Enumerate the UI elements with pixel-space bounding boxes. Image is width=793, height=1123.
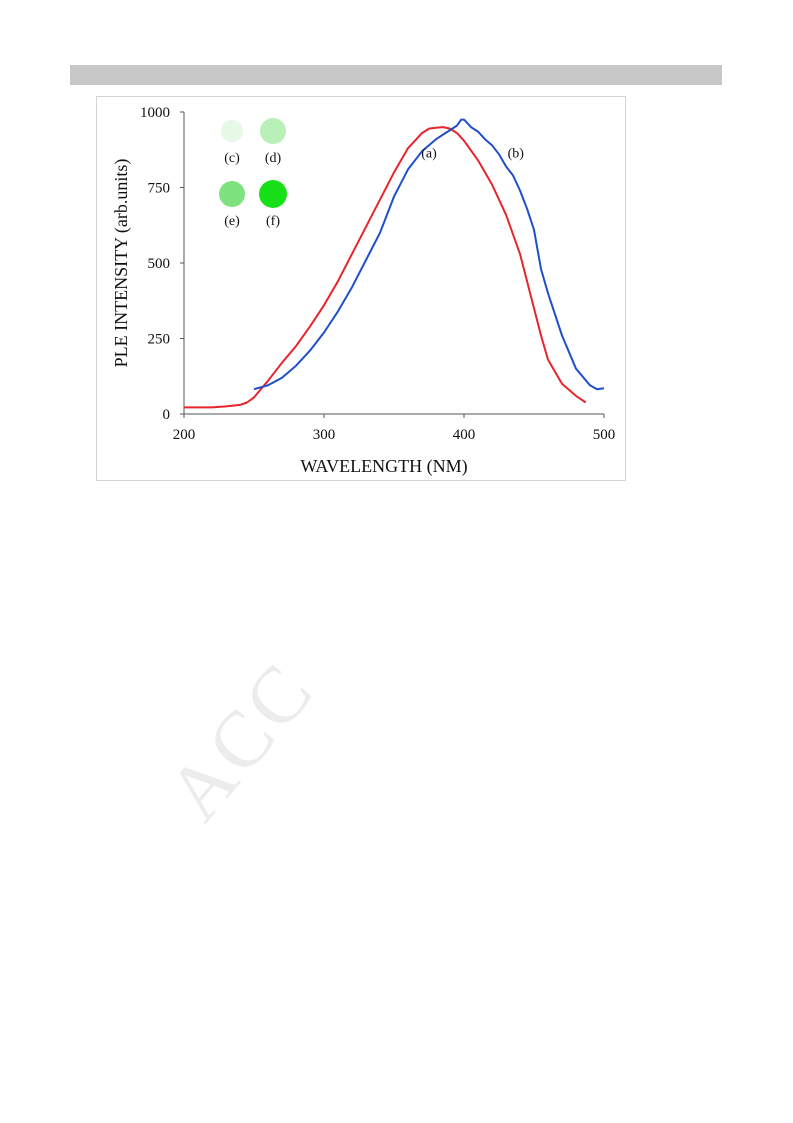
curve-label: (a): [421, 146, 437, 161]
inset-swatch-label: (d): [265, 151, 282, 166]
y-tick-label: 1000: [140, 105, 170, 121]
series-line-b: [253, 118, 605, 391]
figure-frame: 0 250 500 750 1000 200 300 400 500 WAVELENGTH (NM…: [96, 96, 626, 481]
x-tick-label: 500: [593, 427, 616, 443]
inset-swatch-label: (e): [224, 214, 240, 229]
x-axis-label: WAVELENGTH (NM): [300, 456, 467, 477]
ple-chart: 0 250 500 750 1000 200 300 400 500 WAVELENGTH (NM…: [111, 105, 616, 477]
curve-label: (b): [508, 146, 525, 161]
y-tick-label: 750: [148, 181, 171, 197]
inset-color-swatch: [219, 181, 245, 207]
watermark: ACC: [150, 645, 332, 838]
series-line-a: [184, 126, 587, 409]
inset-color-swatch: [259, 180, 287, 208]
inset-color-swatch: [260, 118, 286, 144]
inset-swatch-label: (f): [266, 214, 280, 229]
x-tick-label: 300: [313, 427, 336, 443]
y-axis-label: PLE INTENSITY (arb.units): [111, 159, 132, 368]
inset-color-swatch: [221, 120, 243, 142]
inset-swatch-label: (c): [224, 151, 240, 166]
x-tick-label: 400: [453, 427, 476, 443]
y-tick-label: 500: [148, 256, 171, 272]
y-tick-label: 250: [148, 332, 171, 348]
header-bar: [70, 65, 722, 85]
y-tick-label: 0: [163, 407, 171, 423]
x-tick-label: 200: [173, 427, 196, 443]
